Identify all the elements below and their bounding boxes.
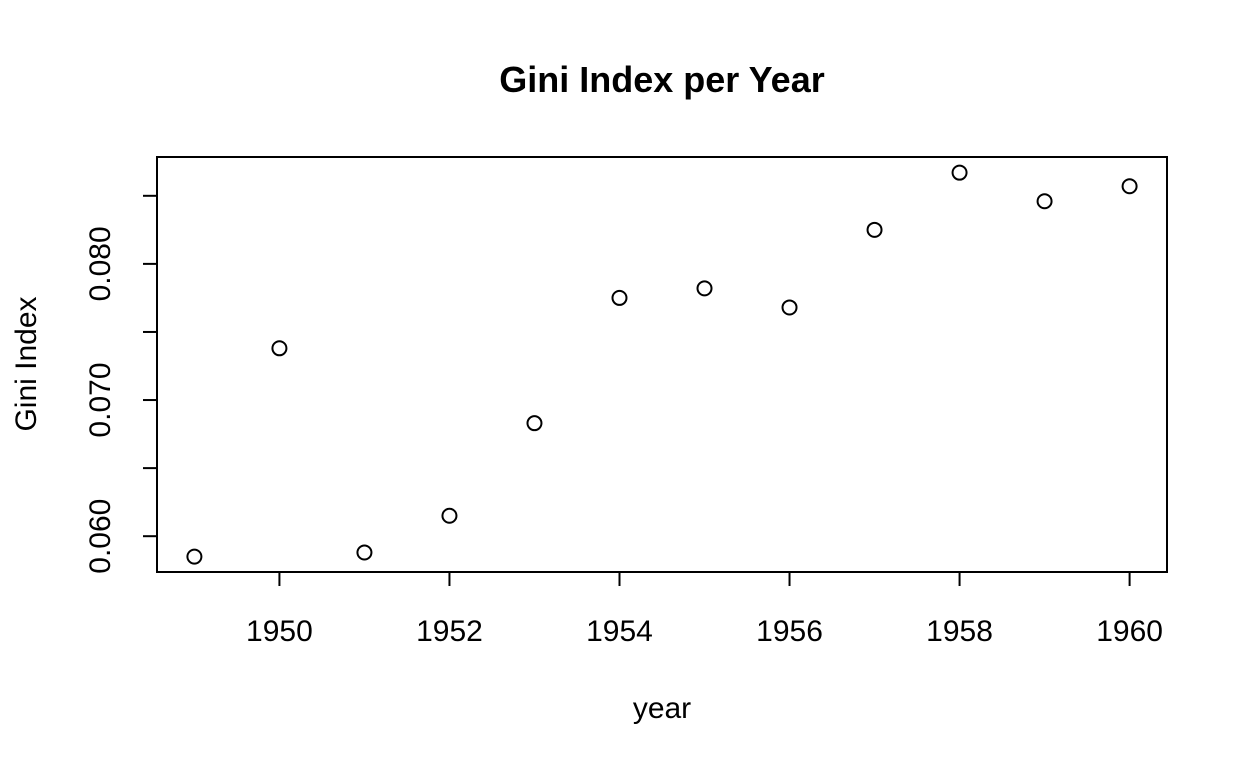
- y-tick-label: 0.060: [84, 499, 117, 574]
- data-point: [696, 280, 713, 297]
- y-tick-label: 0.070: [84, 362, 117, 437]
- x-axis: 1950 1952 1954 1956 1958 1960: [246, 571, 1163, 648]
- data-point: [271, 340, 288, 357]
- data-point: [781, 299, 798, 316]
- data-point: [441, 507, 458, 524]
- x-tick-label: 1952: [416, 615, 483, 648]
- data-point: [611, 289, 628, 306]
- data-point: [1036, 193, 1053, 210]
- data-point: [951, 164, 968, 181]
- x-axis-label: year: [633, 692, 691, 725]
- data-point: [1121, 178, 1138, 195]
- data-point: [186, 548, 203, 565]
- y-axis: 0.060 0.070 0.080: [84, 194, 158, 574]
- x-tick-label: 1950: [246, 615, 313, 648]
- plot-frame: [156, 156, 1168, 573]
- x-tick-label: 1954: [586, 615, 653, 648]
- y-axis-label: Gini Index: [10, 296, 43, 431]
- chart-title: Gini Index per Year: [499, 59, 824, 100]
- y-tick-label: 0.080: [84, 226, 117, 301]
- data-points: [186, 164, 1138, 565]
- x-tick-label: 1958: [926, 615, 993, 648]
- data-point: [356, 544, 373, 561]
- data-point: [526, 415, 543, 432]
- x-tick-label: 1956: [756, 615, 823, 648]
- x-tick-label: 1960: [1096, 615, 1163, 648]
- data-point: [866, 221, 883, 238]
